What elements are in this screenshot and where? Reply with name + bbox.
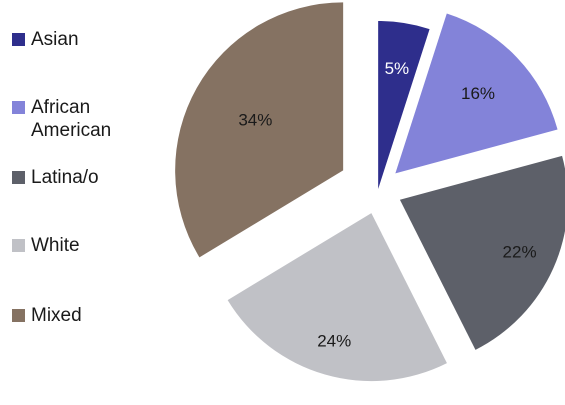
legend-swatch [12,33,25,46]
data-label: 16% [461,84,495,103]
legend-swatch [12,171,25,184]
legend-swatch [12,101,25,114]
legend-item: Latina/o [12,166,161,189]
data-label: 22% [503,243,537,262]
legend-item: Mixed [12,304,161,327]
legend-label: Latina/o [31,167,99,188]
legend-swatch [12,239,25,252]
legend: Asian African American Latina/o White Mixed [0,0,170,405]
pie-slice-white [227,213,447,382]
legend-item: White [12,234,161,257]
legend-item: Asian [12,28,161,51]
legend-label: Mixed [31,305,82,326]
pie-slice-asian [378,21,430,190]
pie-slice-african-american [395,13,558,174]
pie-slice-mixed [175,2,344,258]
legend-label: Asian [31,29,79,50]
data-label: 5% [385,59,410,78]
legend-item: African American [12,96,161,142]
legend-label: White [31,235,80,256]
data-label: 34% [238,110,272,129]
data-label: 24% [317,332,351,351]
pie-slice-latina-o [399,155,565,350]
legend-label: African American [31,97,112,141]
legend-swatch [12,309,25,322]
